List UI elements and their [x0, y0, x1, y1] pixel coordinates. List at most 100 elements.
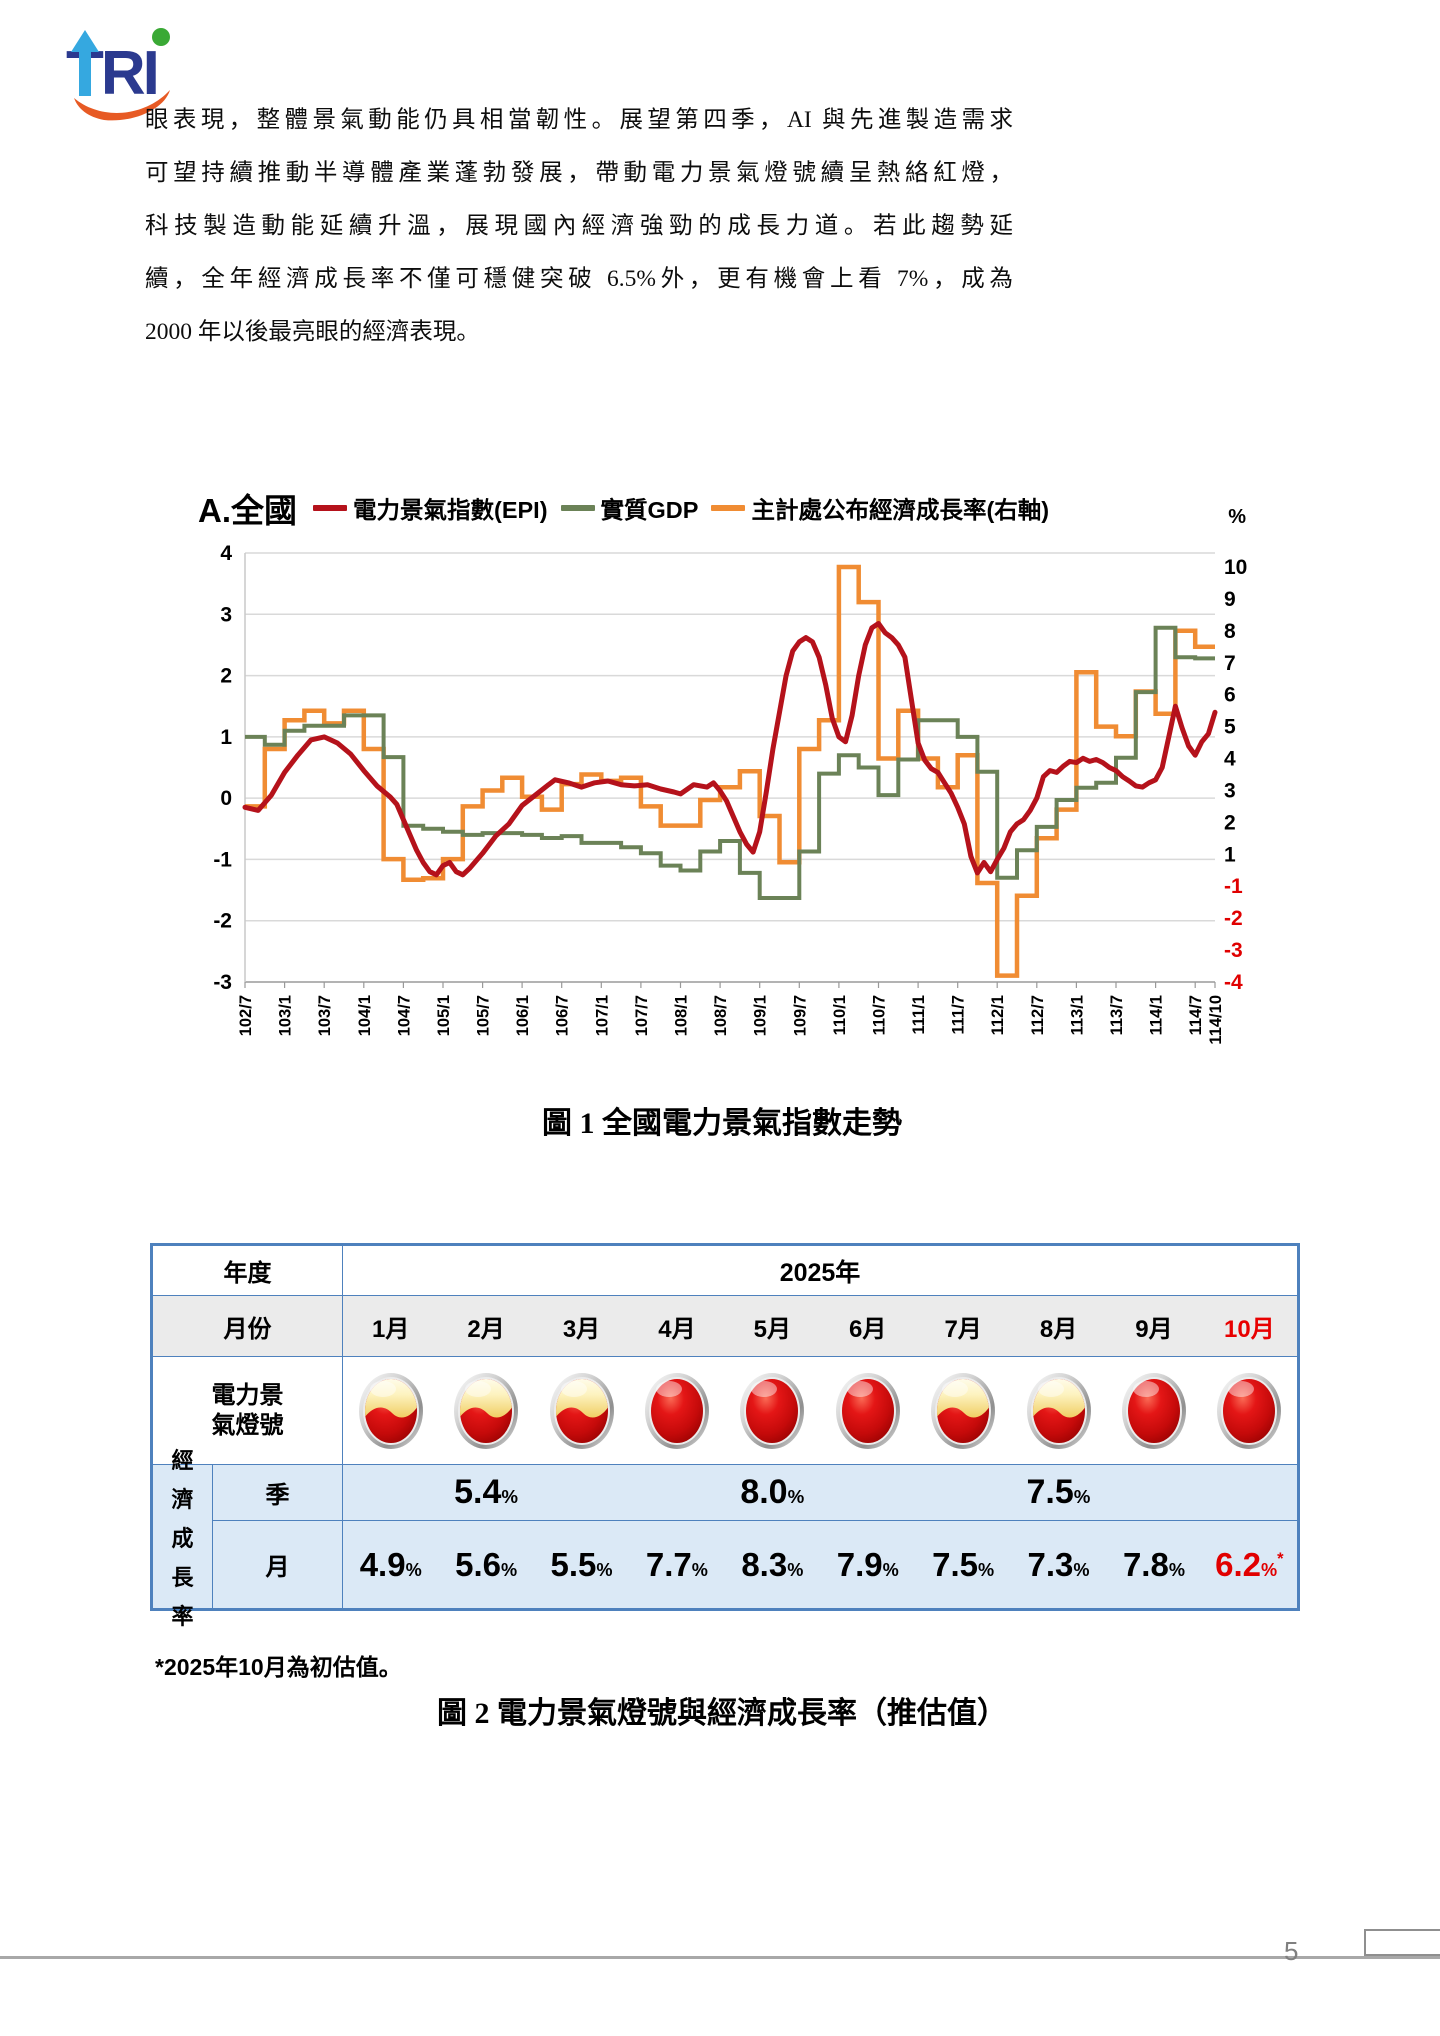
growth-label-char: 成 [171, 1525, 194, 1551]
month-header-3: 3月 [562, 1315, 601, 1343]
quarter-value-3: 7.5% [1026, 1473, 1091, 1511]
growth-label-char: 率 [171, 1603, 194, 1629]
svg-text:102/7: 102/7 [237, 995, 255, 1036]
svg-text:105/1: 105/1 [435, 995, 453, 1036]
right-axis-unit: % [1228, 506, 1246, 528]
svg-text:3: 3 [220, 603, 232, 626]
light-cell-6 [820, 1372, 915, 1450]
svg-text:2: 2 [220, 665, 232, 688]
legend-item-0: 電力景氣指數(EPI) [313, 491, 548, 525]
svg-text:8: 8 [1224, 620, 1236, 643]
svg-text:4: 4 [220, 542, 232, 565]
legend-dash-icon [560, 505, 595, 511]
month-header-5: 5月 [753, 1315, 791, 1343]
lights-row [343, 1357, 1297, 1464]
svg-text:-3: -3 [213, 971, 232, 994]
quarter-value-2: 8.0% [740, 1473, 805, 1511]
svg-text:1: 1 [220, 726, 232, 749]
figure1-caption: 圖 1 全國電力景氣指數走勢 [542, 1107, 902, 1140]
paragraph-line: 科技製造動能延續升溫，展現國內經濟強勁的成長力道。若此趨勢延 [145, 213, 1013, 239]
growth-label-char: 濟 [171, 1486, 194, 1512]
light-cell-10 [1202, 1372, 1297, 1450]
month-header-2: 2月 [467, 1315, 505, 1343]
month-header-6: 6月 [849, 1315, 887, 1343]
figure2-table: 年度 2025年 月份 1月 2月 3月 4月 5月 6月 7月 8月 9月 10月 電力景 氣燈號… [150, 1243, 1300, 1629]
svg-text:108/7: 108/7 [712, 995, 730, 1036]
traffic-light-yellow-red [931, 1372, 996, 1449]
light-cell-8 [1011, 1372, 1106, 1450]
month-header-1: 1月 [372, 1315, 410, 1343]
quarter-row-label: 季 [213, 1465, 343, 1521]
light-cell-3 [534, 1372, 629, 1450]
month-value-8: 7.3% [1027, 1545, 1090, 1583]
paragraph-line: 續，全年經濟成長率不僅可穩健突破 6.5%外，更有機會上看 7%，成為 [145, 266, 1013, 292]
traffic-light-red [835, 1372, 900, 1449]
light-cell-4 [629, 1372, 724, 1450]
month-header-8: 8月 [1039, 1315, 1078, 1343]
legend-label: 主計處公布經濟成長率(右軸) [751, 497, 1050, 523]
month-value-3: 5.5% [550, 1545, 613, 1583]
figure1-chart: A.全國 電力景氣指數(EPI) 實質GDP 主計處公布經濟成長率(右軸) % 4 3… [170, 482, 1274, 1084]
month-value-4: 7.7% [645, 1545, 708, 1583]
month-row-label: 月 [213, 1521, 343, 1608]
traffic-light-red [1217, 1372, 1282, 1449]
svg-text:114/7: 114/7 [1187, 995, 1205, 1035]
svg-text:104/7: 104/7 [395, 995, 413, 1036]
svg-text:107/1: 107/1 [593, 995, 611, 1036]
svg-text:5: 5 [1224, 716, 1236, 739]
svg-text:3: 3 [1224, 780, 1236, 803]
lights-label-line: 電力景 [211, 1381, 284, 1409]
month-label: 月份 [153, 1296, 343, 1357]
svg-text:7: 7 [1224, 652, 1236, 675]
month-value-1: 4.9% [359, 1545, 422, 1583]
growth-label-char: 長 [171, 1564, 194, 1590]
chart-plot-area: 4 3 2 1 0 -1 -2 -3 10 9 8 7 6 5 4 3 2 1 -1 -2 -3 -4 102/7 103/1… [170, 534, 1274, 1087]
svg-text:-1: -1 [1224, 875, 1243, 898]
legend-dash-icon [711, 505, 746, 511]
svg-text:9: 9 [1224, 588, 1236, 611]
legend-label: 實質GDP [600, 497, 699, 523]
light-cell-5 [725, 1372, 820, 1450]
traffic-light-yellow-red [1026, 1372, 1091, 1449]
svg-text:103/7: 103/7 [316, 995, 334, 1036]
svg-text:109/1: 109/1 [752, 995, 770, 1036]
footer-box [1364, 1929, 1440, 1956]
svg-text:6: 6 [1224, 684, 1236, 707]
lights-label-line: 氣燈號 [211, 1411, 284, 1439]
growth-rate-label: 經濟成長率 [153, 1448, 213, 1629]
paragraph-line: 2000 年以後最亮眼的經濟表現。 [145, 319, 480, 345]
month-value-9: 7.8% [1122, 1545, 1185, 1583]
chart-header: A.全國 電力景氣指數(EPI) 實質GDP 主計處公布經濟成長率(右軸) % [170, 482, 1274, 534]
chart-legend: 電力景氣指數(EPI) 實質GDP 主計處公布經濟成長率(右軸) [313, 491, 1049, 525]
legend-dash-icon [313, 505, 347, 511]
svg-text:104/1: 104/1 [356, 995, 374, 1036]
light-cell-7 [915, 1372, 1010, 1450]
svg-text:-2: -2 [213, 910, 232, 933]
svg-text:112/7: 112/7 [1029, 995, 1047, 1035]
svg-text:114/10: 114/10 [1207, 995, 1225, 1045]
legend-item-1: 實質GDP [560, 491, 699, 525]
svg-text:110/1: 110/1 [831, 995, 849, 1035]
tri-logo-graphic: TRI [66, 28, 170, 121]
legend-item-2: 主計處公布經濟成長率(右軸) [711, 491, 1049, 525]
chart-section-title: A.全國 [198, 492, 297, 529]
traffic-light-yellow-red [454, 1372, 519, 1449]
svg-text:-1: -1 [213, 848, 232, 871]
light-cell-2 [438, 1372, 533, 1450]
footer-divider [0, 1956, 1440, 1959]
svg-text:106/1: 106/1 [514, 995, 532, 1036]
body-paragraph: 眼表現，整體景氣動能仍具相當韌性。展望第四季，AI 與先進製造需求 可望持續推動… [145, 100, 1013, 365]
month-value-10: 6.2%* [1215, 1545, 1284, 1583]
light-cell-1 [343, 1372, 438, 1450]
svg-text:113/1: 113/1 [1068, 995, 1086, 1035]
growth-label-char: 經 [171, 1447, 194, 1473]
svg-text:110/7: 110/7 [871, 995, 889, 1035]
traffic-light-yellow-red [358, 1372, 423, 1449]
table-footnote: *2025年10月為初估值。 [155, 1654, 402, 1680]
month-value-2: 5.6% [455, 1545, 518, 1583]
year-value: 2025年 [343, 1246, 1297, 1296]
quarter-value-1: 5.4% [454, 1473, 519, 1511]
svg-text:10: 10 [1224, 556, 1247, 579]
year-label: 年度 [153, 1246, 343, 1296]
